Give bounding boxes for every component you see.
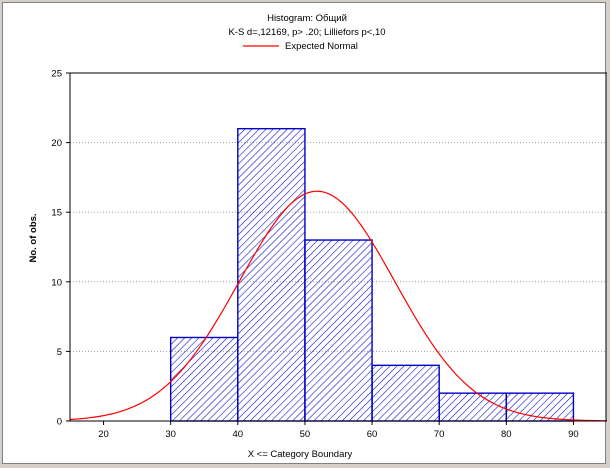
x-tick-label-1: 30 xyxy=(165,429,176,440)
y-tick-label-5: 25 xyxy=(51,69,62,80)
chart-panel: Histogram: Общий K-S d=,12169, p> .20; L… xyxy=(2,2,607,464)
expected-normal-curve xyxy=(69,190,607,422)
plot-area-border xyxy=(69,72,607,422)
y-tick-label-0: 0 xyxy=(57,417,62,428)
x-tick-label-4: 60 xyxy=(367,429,378,440)
y-axis-ticks: 0 5 10 15 20 25 xyxy=(51,69,70,428)
y-tick-label-3: 15 xyxy=(51,208,62,219)
y-tick-label-4: 20 xyxy=(51,138,62,149)
x-axis-label: X <= Category Boundary xyxy=(248,449,353,460)
y-tick-label-2: 10 xyxy=(51,277,62,288)
x-tick-label-3: 50 xyxy=(300,429,311,440)
x-tick-label-7: 90 xyxy=(568,429,579,440)
chart-subtitle: K-S d=,12169, p> .20; Lilliefors p<,10 xyxy=(228,27,385,38)
histogram-bar-5 xyxy=(505,392,575,422)
histogram-bar-3 xyxy=(371,364,440,422)
x-tick-label-5: 70 xyxy=(434,429,445,440)
y-axis-label: No. of obs. xyxy=(28,213,39,262)
legend-label-expected-normal: Expected Normal xyxy=(285,41,358,52)
legend: Expected Normal xyxy=(243,41,358,52)
x-tick-label-2: 40 xyxy=(233,429,244,440)
chart-title: Histogram: Общий xyxy=(267,13,347,24)
histogram-bar-1 xyxy=(237,127,306,422)
histogram-bar-4 xyxy=(438,392,508,422)
histogram-bar-2 xyxy=(304,239,373,422)
x-axis-ticks: 20 30 40 50 60 70 80 90 xyxy=(98,421,579,440)
x-tick-label-6: 80 xyxy=(501,429,512,440)
histogram-bar-0 xyxy=(169,336,239,422)
x-tick-label-0: 20 xyxy=(98,429,109,440)
histogram-bars xyxy=(169,127,575,422)
y-tick-label-1: 5 xyxy=(57,347,62,358)
gridlines xyxy=(70,142,607,352)
histogram-chart: Histogram: Общий K-S d=,12169, p> .20; L… xyxy=(28,13,607,460)
